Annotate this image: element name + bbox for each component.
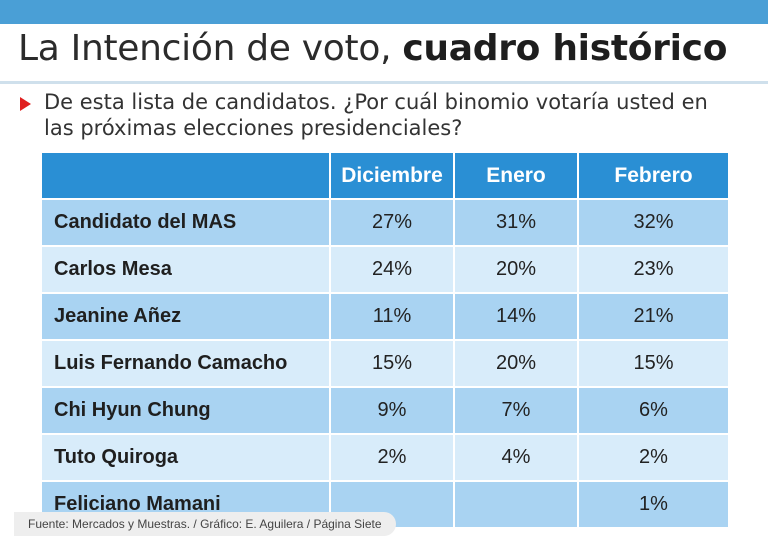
table-header-row: Diciembre Enero Febrero	[42, 153, 728, 198]
table-row: Carlos Mesa 24% 20% 23%	[42, 247, 728, 292]
results-table: Diciembre Enero Febrero Candidato del MA…	[42, 153, 728, 527]
candidate-name: Chi Hyun Chung	[42, 388, 329, 433]
column-header: Diciembre	[331, 153, 453, 198]
percentage-cell: 6%	[579, 388, 728, 433]
percentage-cell: 21%	[579, 294, 728, 339]
percentage-cell: 15%	[331, 341, 453, 386]
percentage-cell: 20%	[455, 247, 577, 292]
percentage-cell: 2%	[579, 435, 728, 480]
percentage-cell: 31%	[455, 200, 577, 245]
candidate-name: Jeanine Añez	[42, 294, 329, 339]
percentage-cell: 27%	[331, 200, 453, 245]
table-row: Chi Hyun Chung 9% 7% 6%	[42, 388, 728, 433]
candidate-name: Luis Fernando Camacho	[42, 341, 329, 386]
percentage-cell: 24%	[331, 247, 453, 292]
percentage-cell: 20%	[455, 341, 577, 386]
survey-question: De esta lista de candidatos. ¿Por cuál b…	[44, 90, 708, 140]
table-row: Feliciano Mamani 1%	[42, 482, 728, 527]
percentage-cell: 23%	[579, 247, 728, 292]
source-credit: Fuente: Mercados y Muestras. / Gráfico: …	[14, 512, 396, 536]
percentage-cell: 7%	[455, 388, 577, 433]
percentage-cell: 2%	[331, 435, 453, 480]
table-row: Tuto Quiroga 2% 4% 2%	[42, 435, 728, 480]
percentage-cell	[455, 482, 577, 527]
table-row: Jeanine Añez 11% 14% 21%	[42, 294, 728, 339]
page-title: La Intención de voto, cuadro histórico	[18, 28, 758, 69]
percentage-cell: 9%	[331, 388, 453, 433]
title-bold: cuadro histórico	[402, 28, 728, 69]
percentage-cell: 4%	[455, 435, 577, 480]
percentage-cell: 32%	[579, 200, 728, 245]
title-divider	[0, 81, 768, 84]
column-header: Febrero	[579, 153, 728, 198]
candidate-name: Candidato del MAS	[42, 200, 329, 245]
column-header: Enero	[455, 153, 577, 198]
candidate-name: Tuto Quiroga	[42, 435, 329, 480]
percentage-cell: 1%	[579, 482, 728, 527]
candidate-name: Carlos Mesa	[42, 247, 329, 292]
triangle-bullet-icon	[20, 97, 31, 111]
table-row: Candidato del MAS 27% 31% 32%	[42, 200, 728, 245]
percentage-cell: 15%	[579, 341, 728, 386]
table-body: Candidato del MAS 27% 31% 32% Carlos Mesa 24%…	[42, 200, 728, 527]
top-accent-bar	[0, 0, 768, 24]
title-regular: La Intención de voto,	[18, 28, 392, 69]
percentage-cell: 11%	[331, 294, 453, 339]
header-blank-cell	[42, 153, 329, 198]
percentage-cell: 14%	[455, 294, 577, 339]
table-row: Luis Fernando Camacho 15% 20% 15%	[42, 341, 728, 386]
